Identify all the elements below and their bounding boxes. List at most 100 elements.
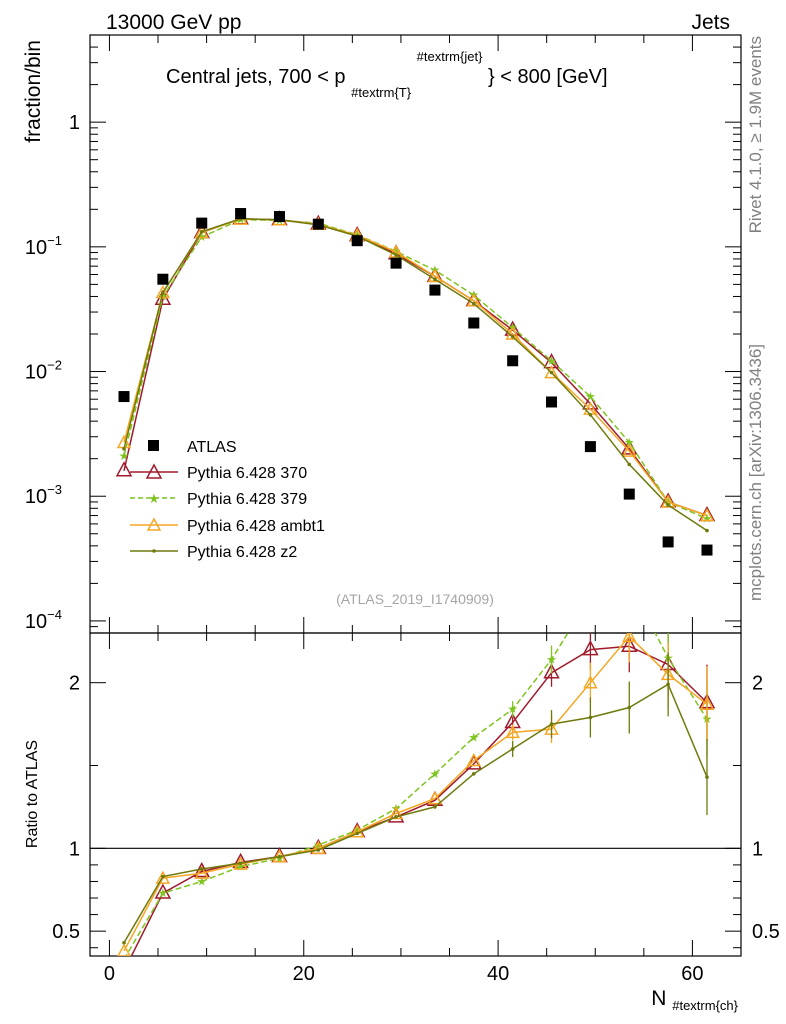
legend-label-ambt1: Pythia 6.428 ambt1 [187,518,325,535]
atlas-point [546,396,558,408]
ratio-point-ambt1 [621,633,637,643]
main-point-ambt1 [699,507,715,522]
legend-marker-379: ★ [148,491,160,506]
ratio-point-ambt1 [699,696,715,710]
legend-entry-370: Pythia 6.428 370 [130,463,307,482]
ratio-point-p379: ★ [468,730,479,744]
legend-entry-379: ★ Pythia 6.428 379 [130,491,307,508]
ratio-point-z2 [277,854,282,859]
main-point-ambt1 [544,365,559,379]
atlas-point [118,391,130,403]
ratio-y-axis-label: Ratio to ATLAS [24,740,41,848]
ratio-line-p370 [130,645,708,956]
ratio-point-p370 [232,852,249,869]
main-line-z2 [123,218,708,532]
y-tick-label-base: 10 [25,611,47,633]
ratio-point-ambt1 [311,840,326,855]
ratio-point-ambt1 [155,870,171,884]
ratio-point-p379: ★ [585,590,596,604]
x-axis-label: N #textrm{ch} [651,987,738,1013]
ratio-point-p370 [582,639,599,656]
main-point-z2 [705,528,709,533]
ratio-point-z2 [705,775,709,779]
y-tick-label: 10−4 [25,607,62,633]
x-tick-label: 40 [487,963,509,985]
main-point-p379: ★ [546,354,557,368]
ratio-panel-frame [89,632,742,957]
y-tick-label-base: 1 [69,112,80,134]
main-title: Central jets, 700 < p #textrm{T} #textrm… [166,44,608,102]
header-right: Jets [691,11,730,34]
y-tick-label: 1 [69,112,80,134]
atlas-point [468,317,480,329]
ratio-point-ambt1 [505,724,520,739]
ratio-y-tick-label-right: 0.5 [752,921,780,943]
atlas-point [351,235,363,247]
main-point-z2 [161,290,165,295]
ratio-point-z2 [161,874,165,879]
main-point-z2 [471,301,476,306]
main-point-z2 [627,462,632,467]
y-tick-label-base: 10 [25,237,47,259]
legend-entry-z2: Pythia 6.428 z2 [130,544,297,561]
ratio-point-z2 [666,682,670,687]
header-left: 13000 GeV pp [106,11,241,34]
ratio-y-tick-label: 1 [69,838,80,860]
y-tick-label: 10−1 [25,233,62,259]
legend-marker-atlas [148,440,159,451]
main-point-z2 [433,277,437,282]
atlas-point [623,488,635,500]
ratio-point-ambt1 [466,752,482,767]
ratio-point-p379: ★ [624,576,635,590]
ratio-axis-ticks: 0 20 40 60 0.5 0.5 1 1 2 2 [52,633,780,985]
main-axis-ticks: 110−110−210−310−4 [25,34,741,634]
ratio-point-p370 [117,963,131,976]
main-point-ambt1 [621,443,637,457]
y-tick-label-exp: −2 [47,358,62,373]
main-point-z2 [588,412,593,417]
ratio-y-tick-label: 0.5 [52,921,80,943]
main-title-sub: #textrm{T} [351,85,412,100]
main-point-p379: ★ [702,512,713,526]
y-tick-label-exp: −4 [47,607,62,622]
main-point-p379: ★ [119,449,130,463]
ratio-point-z2 [627,705,632,710]
ratio-point-ambt1 [349,824,365,838]
ratio-series-group: ★★★★★★★★★★★★★★★★ [117,576,716,976]
ratio-y-tick-label: 2 [69,673,80,695]
x-tick-label: 0 [104,963,115,985]
y-tick-label-base: 10 [25,362,47,384]
main-point-ambt1 [388,244,404,258]
main-point-p370 [115,461,133,477]
atlas-point [429,284,441,296]
ratio-point-ambt1 [583,675,598,689]
legend-marker-ambt1 [146,517,162,531]
atlas-point [273,211,285,223]
main-point-ambt1 [155,284,171,299]
atlas-point [235,208,247,220]
legend-marker-370 [145,463,163,479]
ratio-y-tick-label-right: 2 [752,673,763,695]
side-label-bottom: mcplots.cern.ch [arXiv:1306.3436] [746,344,765,601]
ratio-point-p379: ★ [235,860,246,874]
main-point-ambt1 [194,225,210,239]
ratio-point-p370 [154,883,172,899]
ratio-point-p379: ★ [313,838,324,852]
atlas-point [157,273,169,285]
ratio-point-ambt1 [427,791,443,805]
ratio-point-p379: ★ [546,653,557,667]
x-tick-label: 20 [293,963,315,985]
atlas-point [312,218,324,230]
main-point-p379: ★ [624,435,635,449]
y-tick-label: 10−3 [25,482,62,508]
ratio-line-z2 [123,683,708,944]
main-point-z2 [122,447,126,451]
ratio-point-p379: ★ [507,702,518,716]
main-point-z2 [549,370,554,375]
legend-label-atlas: ATLAS [187,439,237,456]
main-title-text: Central jets, 700 < p [166,66,346,88]
y-tick-label: 10−2 [25,358,62,384]
main-point-p379: ★ [157,289,168,303]
atlas-point [701,544,713,556]
